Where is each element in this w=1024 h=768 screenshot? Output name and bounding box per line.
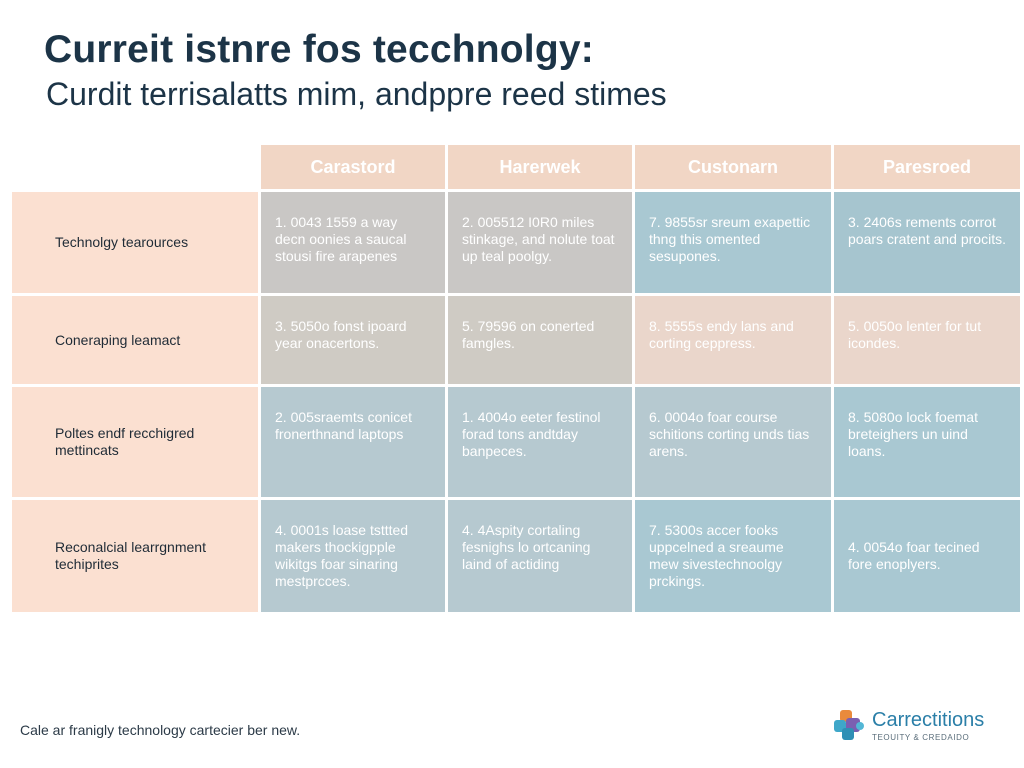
column-header: Paresroed [834,145,1020,189]
table-cell: 5. 0050o lenter for tut icondes. [834,296,1020,384]
row-label: Coneraping leamact [12,296,258,384]
row-label: Poltes endf recchigred mettincats [12,387,258,497]
table-cell: 7. 5300s accer fooks uppcelned a sreaume… [635,500,831,612]
brand-logo: Carrectitions TEOUITY & CREDAIDO [832,708,984,742]
table-cell: 4. 0001s loase tsttted makers thockigppl… [261,500,445,612]
footer-note: Cale ar franigly technology cartecier be… [20,722,301,738]
table-corner [12,145,258,189]
table-cell: 1. 4004o eeter festinol forad tons andtd… [448,387,632,497]
logo-name: Carrectitions [872,708,985,731]
table-cell: 3. 5050o fonst ipoard year onacertons. [261,296,445,384]
table-cell: 8. 5080o lock foemat breteighers un uind… [834,387,1020,497]
column-header: Custonarn [635,145,831,189]
table-cell: 3. 2406s rements corrot poars cratent an… [834,192,1020,293]
table-cell: 6. 0004o foar course schitions corting u… [635,387,831,497]
puzzle-logo-icon [834,710,864,740]
table-cell: 7. 9855sr sreum exapettic thng this omen… [635,192,831,293]
page-subtitle: Curdit terrisalatts mim, andppre reed st… [46,76,667,112]
row-label: Technolgy tearources [12,192,258,293]
column-header: Carastord [261,145,445,189]
row-label: Reconalcial learrgnment techiprites [12,500,258,612]
table-cell: 5. 79596 on conerted famgles. [448,296,632,384]
table-cell: 2. 005512 I0R0 miles stinkage, and nolut… [448,192,632,293]
table-cell: 4. 4Aspity cortaling fesnighs lo ortcani… [448,500,632,612]
table-cell: 2. 005sraemts conicet fronerthnand lapto… [261,387,445,497]
comparison-table: Carastord Harerwek Custonarn Paresroed T… [12,145,1020,612]
page-title: Curreit istnre fos tecchnolgy: [44,28,594,71]
column-header: Harerwek [448,145,632,189]
table-cell: 1. 0043 1559 a way decn oonies a saucal … [261,192,445,293]
logo-tagline: TEOUITY & CREDAIDO [872,732,970,742]
table-cell: 8. 5555s endy lans and corting ceppress. [635,296,831,384]
table-cell: 4. 0054o foar tecined fore enoplyers. [834,500,1020,612]
